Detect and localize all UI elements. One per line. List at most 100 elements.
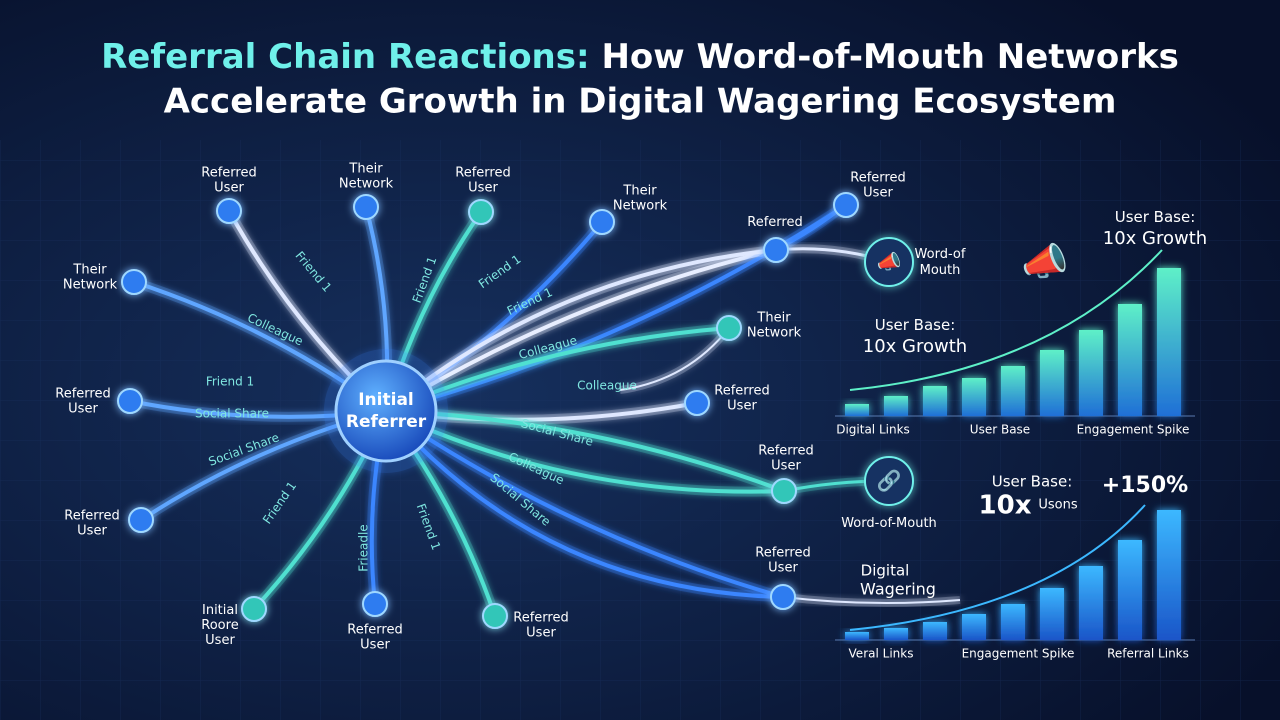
bar xyxy=(962,378,986,416)
chart-headline: Usons xyxy=(1038,498,1077,513)
node-label: Referred User xyxy=(201,165,256,195)
node xyxy=(770,584,796,610)
grid xyxy=(0,140,1280,720)
node-label-line: Referred xyxy=(714,383,769,398)
node-label: Initial Roore User xyxy=(201,603,238,648)
center-label-line: Referrer xyxy=(346,412,427,432)
node xyxy=(216,198,242,224)
node-label: Referred User xyxy=(513,610,568,640)
node-label-line: User xyxy=(727,398,757,413)
node-label: Referred User xyxy=(64,508,119,538)
node xyxy=(128,507,154,533)
chart-headline: 10x xyxy=(979,491,1032,521)
bar xyxy=(1118,540,1142,640)
title: Referral Chain Reactions: How Word-of-Mo… xyxy=(101,37,1179,77)
chart-inner-headline: Digital xyxy=(861,562,910,580)
edge-label: Friend 1 xyxy=(206,375,254,389)
node-label-line: User xyxy=(360,637,390,652)
node-label-line: Referred xyxy=(758,443,813,458)
axis-label: Engagement Spike xyxy=(1077,423,1190,437)
axis-label: User Base xyxy=(970,423,1030,437)
node xyxy=(589,209,615,235)
chart-headline-line: 10x Growth xyxy=(1103,228,1207,249)
node-label-line: Referred xyxy=(747,215,802,230)
node-label-line: Referred xyxy=(201,165,256,180)
node xyxy=(117,388,143,414)
node-label-line: Referred xyxy=(850,170,905,185)
axis-label: Digital Links xyxy=(836,423,910,437)
axis-label: Referral Links xyxy=(1107,647,1189,661)
chart-inner-headline-line: 10x Growth xyxy=(863,336,967,357)
node-label-line: User xyxy=(68,401,98,416)
title-highlight: Referral Chain Reactions: xyxy=(101,37,590,77)
bar xyxy=(884,628,908,640)
edge-label: Social Share xyxy=(195,407,269,421)
callout-label: Word-of Mouth xyxy=(915,247,966,278)
node-label-line: Referred xyxy=(64,508,119,523)
callout-label-line: Word-of-Mouth xyxy=(841,516,937,531)
node-label-line: Network xyxy=(63,277,118,292)
bar xyxy=(1118,304,1142,416)
bar xyxy=(962,614,986,640)
node-label: Referred xyxy=(747,215,802,230)
chart-inner-headline: User Base: 10x Growth xyxy=(863,316,967,358)
chart-headline: User Base: 10x Growth xyxy=(1103,208,1207,250)
edge-label: Frieadle xyxy=(357,524,371,571)
node-label-line: User xyxy=(526,625,556,640)
connection xyxy=(384,409,784,599)
axis-label: Veral Links xyxy=(849,647,914,661)
badge: +150% xyxy=(1102,473,1188,498)
axis-label: Engagement Spike xyxy=(962,647,1075,661)
node xyxy=(716,315,742,341)
node xyxy=(833,192,859,218)
trend-arrow xyxy=(849,249,1163,391)
node-label-line: Network xyxy=(613,198,668,213)
bar xyxy=(1001,604,1025,640)
node-label: Referred User xyxy=(758,443,813,473)
node-label-line: User xyxy=(468,180,498,195)
node xyxy=(482,603,508,629)
node-label: Referred User xyxy=(347,622,402,652)
node-label-line: User xyxy=(863,185,893,200)
callout-icon xyxy=(864,237,914,287)
node-label-line: Their xyxy=(756,310,791,325)
bar xyxy=(923,386,947,416)
edge-label: Colleague xyxy=(577,379,637,393)
node-label: Referred User xyxy=(455,165,510,195)
node-label: Their Network xyxy=(747,310,802,340)
bar xyxy=(1157,268,1181,416)
bar xyxy=(884,396,908,416)
node-label-line: Referred xyxy=(755,545,810,560)
bar xyxy=(1157,510,1181,640)
node-label-line: Referred xyxy=(55,386,110,401)
icon: 📣 xyxy=(1021,240,1068,284)
icon: 🔗 xyxy=(877,469,902,493)
node-label: Referred User xyxy=(714,383,769,413)
node-label-line: User xyxy=(205,633,235,648)
node-label-line: Referred xyxy=(513,610,568,625)
callout-label-line: Mouth xyxy=(920,263,961,278)
callout-label: Word-of-Mouth xyxy=(841,516,937,531)
chart-inner-headline: Wagering xyxy=(860,580,936,599)
chart-headline-line: User Base: xyxy=(1115,208,1196,226)
bar xyxy=(1040,588,1064,640)
node-label-line: Their xyxy=(72,262,107,277)
bar xyxy=(845,632,869,640)
bar xyxy=(1040,350,1064,416)
node xyxy=(763,237,789,263)
node-label-line: User xyxy=(77,523,107,538)
callout-label-line: Word-of xyxy=(915,247,966,262)
title-line2: Accelerate Growth in Digital Wagering Ec… xyxy=(164,82,1117,122)
chart-inner-headline-line: User Base: xyxy=(875,316,956,334)
center-label: Initial Referrer xyxy=(346,390,427,432)
node xyxy=(468,199,494,225)
node xyxy=(121,269,147,295)
bar xyxy=(923,622,947,640)
center-label-line: Initial xyxy=(358,390,414,410)
bar xyxy=(1001,366,1025,416)
node-label-line: Referred xyxy=(347,622,402,637)
node-label-line: Their xyxy=(348,161,383,176)
node-label: Referred User xyxy=(755,545,810,575)
node xyxy=(771,478,797,504)
